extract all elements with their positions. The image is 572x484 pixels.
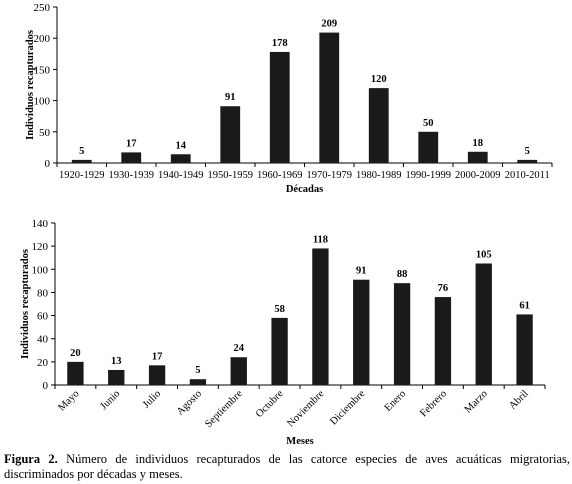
x-tick-label: Septiembre: [203, 388, 245, 430]
x-tick-label: 1960-1969: [257, 170, 303, 181]
bar: [269, 51, 290, 163]
data-label: 88: [397, 269, 408, 280]
data-label: 76: [438, 283, 449, 294]
data-label: 17: [152, 351, 163, 362]
caption-label: Figura 2.: [4, 452, 58, 466]
data-label: 20: [70, 348, 81, 359]
bar: [475, 263, 492, 385]
x-axis-title: Meses: [286, 436, 313, 447]
data-label: 13: [111, 356, 122, 367]
x-tick-label: Junio: [98, 388, 122, 412]
data-label: 5: [525, 146, 530, 157]
data-label: 209: [321, 19, 337, 30]
x-axis-title: Décadas: [286, 184, 323, 195]
x-tick-label: 1970-1979: [307, 170, 353, 181]
y-tick-label: 60: [37, 311, 49, 323]
bar: [418, 131, 439, 163]
y-tick-label: 80: [37, 287, 49, 299]
figure-caption: Figura 2. Número de individuos recaptura…: [4, 452, 570, 482]
x-tick-label: 1980-1989: [356, 170, 402, 181]
x-tick-label: 2000-2009: [455, 170, 501, 181]
bar: [108, 369, 125, 385]
bar: [393, 283, 411, 385]
y-tick-label: 100: [32, 264, 49, 276]
x-tick-label: Mayo: [56, 388, 81, 413]
x-tick-label: 1920-1929: [59, 170, 105, 181]
data-label: 120: [371, 74, 387, 85]
x-tick-label: 2010-2011: [505, 170, 550, 181]
bar: [434, 297, 452, 385]
bar: [121, 152, 142, 163]
bar: [516, 314, 533, 385]
y-tick-label: 100: [34, 96, 51, 108]
x-tick-label: Noviembre: [285, 388, 326, 429]
data-label: 58: [274, 304, 285, 315]
months-bar-chart: 0 20 40 60 80 100 120 140 20 Mayo 13 Junio 17 Julio 5 A…: [20, 218, 546, 447]
x-tick-label: 1950-1959: [208, 170, 254, 181]
bar: [170, 154, 191, 163]
x-tick-label: Octubre: [254, 388, 286, 420]
data-label: 14: [176, 140, 187, 151]
y-tick-label: 120: [32, 241, 49, 253]
bar: [71, 159, 92, 163]
caption-text: Número de individuos recapturados de las…: [4, 452, 570, 481]
x-tick-label: Febrero: [418, 388, 449, 419]
y-tick-label: 150: [34, 64, 51, 76]
x-tick-label: Marzo: [463, 388, 490, 415]
bar: [368, 88, 389, 163]
data-label: 5: [79, 146, 84, 157]
x-tick-label: 1930-1939: [109, 170, 155, 181]
y-tick-label: 40: [37, 334, 49, 346]
y-tick-label: 200: [34, 33, 51, 45]
y-axis-title: Individuos recapturados: [20, 249, 31, 359]
data-label: 5: [195, 365, 200, 376]
data-label: 118: [313, 234, 328, 245]
bar: [67, 361, 84, 385]
bar: [353, 279, 370, 385]
data-label: 91: [225, 92, 236, 103]
y-tick-label: 0: [43, 380, 49, 392]
data-label: 17: [126, 138, 137, 149]
y-tick-label: 50: [39, 127, 51, 139]
bar: [271, 317, 288, 385]
data-label: 178: [272, 38, 288, 49]
bar: [312, 248, 329, 385]
data-label: 61: [519, 300, 530, 311]
bar: [189, 379, 207, 385]
y-tick-label: 20: [37, 357, 49, 369]
x-tick-label: Julio: [141, 388, 163, 410]
data-label: 18: [473, 138, 484, 149]
bar: [220, 106, 241, 163]
x-tick-label: Diciembre: [328, 388, 367, 427]
bar: [148, 365, 166, 385]
x-tick-label: 1940-1949: [158, 170, 204, 181]
y-axis-title: Individuos recapturados: [25, 30, 36, 140]
data-label: 105: [476, 250, 492, 261]
y-tick-label: 140: [32, 218, 49, 230]
bar: [467, 151, 488, 163]
x-tick-label: Abril: [507, 388, 531, 412]
data-label: 24: [234, 343, 245, 354]
data-label: 91: [356, 266, 367, 277]
bar: [230, 357, 247, 385]
bar: [517, 159, 538, 163]
x-tick-label: Enero: [383, 388, 409, 414]
decades-bar-chart: 0 50 100 150 200 250 5 1920-1929 17 1930-1939 14 19…: [25, 2, 553, 195]
bar: [319, 32, 340, 163]
y-tick-label: 250: [34, 2, 51, 14]
y-tick-label: 0: [45, 158, 51, 170]
x-tick-label: Agosto: [175, 388, 204, 417]
x-tick-label: 1990-1999: [406, 170, 452, 181]
data-label: 50: [423, 118, 434, 129]
